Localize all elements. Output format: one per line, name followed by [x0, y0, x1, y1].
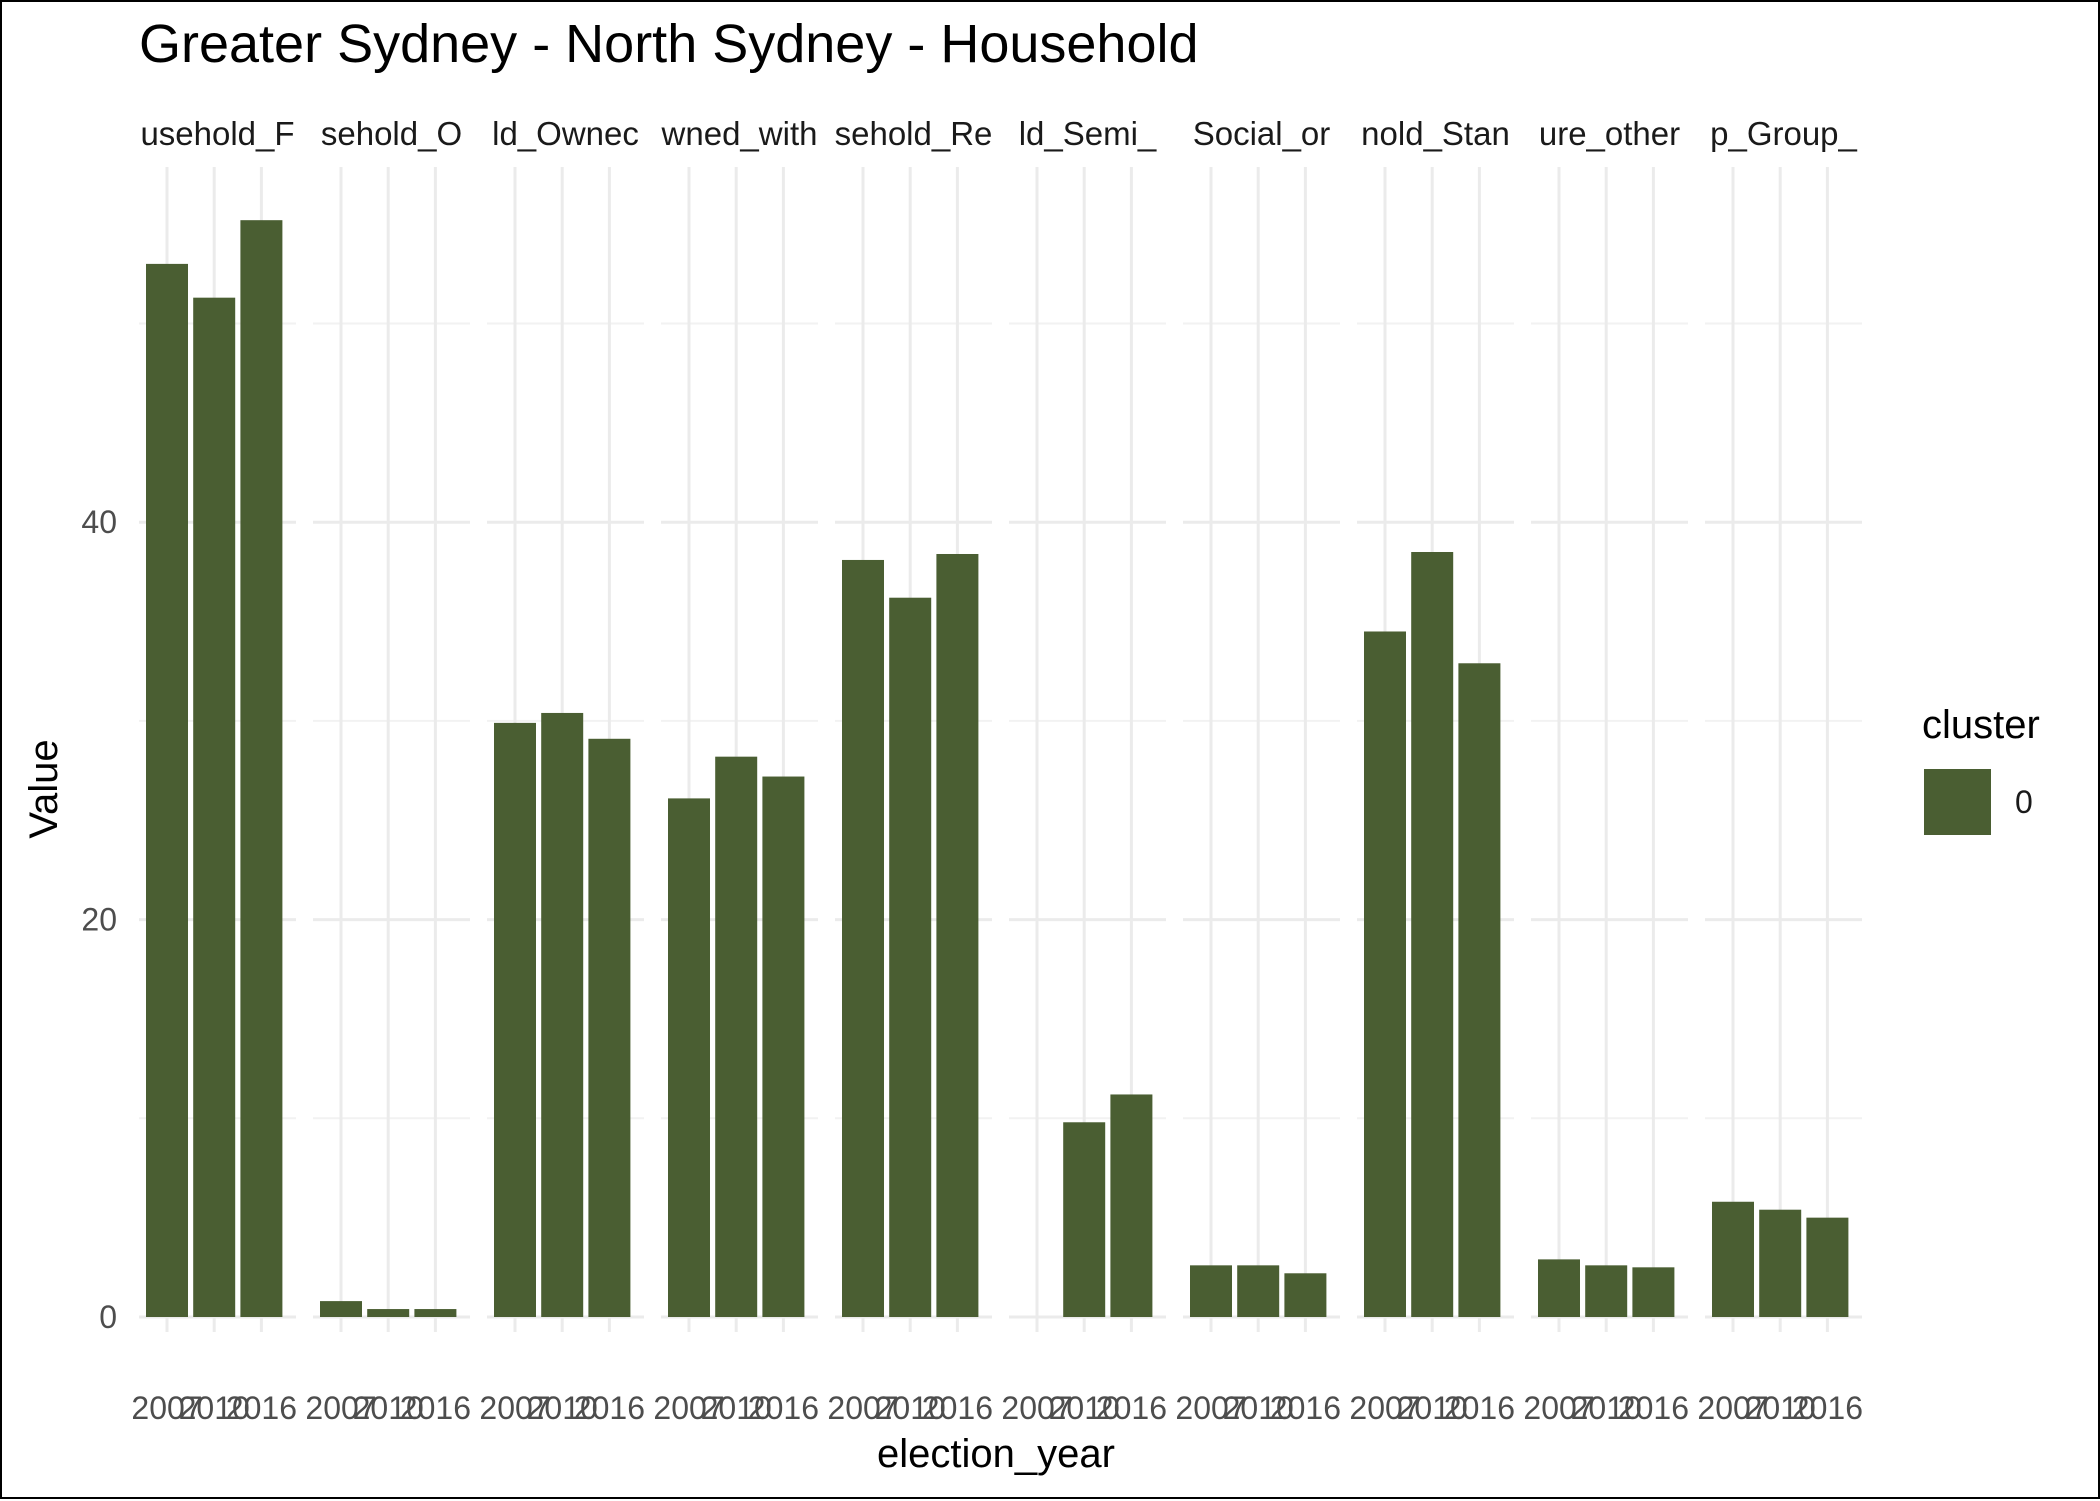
bar: [842, 559, 884, 1317]
bars: [146, 220, 1849, 1317]
facet-strip-label: Social_or: [1193, 115, 1331, 152]
x-tick-label: 2010: [179, 1390, 250, 1426]
x-tick-label: 2016: [1444, 1390, 1515, 1426]
bar: [240, 220, 283, 1317]
facet-panel: [1183, 167, 1340, 1332]
x-tick-label: 2010: [1571, 1390, 1642, 1426]
legend-label: 0: [2015, 784, 2033, 820]
bar: [320, 1301, 362, 1317]
bar: [1759, 1209, 1802, 1317]
x-tick-label: 2007: [1523, 1390, 1594, 1426]
chart-title: Greater Sydney - North Sydney - Househol…: [139, 14, 1199, 74]
x-tick-label: 2007: [1175, 1390, 1246, 1426]
legend-swatch: [1924, 769, 1991, 835]
bar: [1712, 1201, 1754, 1317]
labels: Greater Sydney - North Sydney - Househol…: [22, 14, 2040, 1476]
x-tick-label: 2016: [1792, 1390, 1863, 1426]
x-tick-label: 2007: [1001, 1390, 1072, 1426]
facet-strip-label: usehold_F: [140, 115, 294, 152]
bar: [588, 738, 631, 1317]
bar: [1063, 1122, 1106, 1317]
bar: [715, 756, 758, 1317]
x-tick-label: 2007: [1697, 1390, 1768, 1426]
facet-strip-label: ld_Ownec: [492, 115, 639, 152]
facet-strip-label: sehold_Re: [835, 115, 993, 152]
bar: [1411, 552, 1454, 1317]
bar: [1806, 1217, 1849, 1317]
facet-panel: [313, 167, 470, 1332]
facet-panel: [1531, 167, 1688, 1332]
x-tick-label: 2007: [479, 1390, 550, 1426]
bar: [762, 776, 805, 1317]
bar: [1237, 1265, 1280, 1317]
bar: [1190, 1265, 1232, 1317]
bar: [889, 597, 932, 1317]
bar: [494, 722, 536, 1317]
bar: [146, 263, 188, 1317]
x-tick-label: 2010: [1745, 1390, 1816, 1426]
facet-strip-label: p_Group_: [1710, 115, 1857, 152]
bar: [1458, 663, 1501, 1317]
gridlines: [139, 167, 1862, 1332]
bar: [541, 712, 584, 1317]
bar: [1632, 1267, 1675, 1317]
x-tick-label: 2010: [875, 1390, 946, 1426]
x-tick-label: 2016: [922, 1390, 993, 1426]
bar: [1538, 1259, 1580, 1317]
x-tick-label: 2007: [653, 1390, 724, 1426]
x-tick-label: 2016: [748, 1390, 819, 1426]
y-tick-label: 20: [81, 902, 117, 938]
bar: [414, 1309, 457, 1317]
bar: [193, 297, 236, 1317]
y-tick-label: 0: [99, 1299, 117, 1335]
legend-title: cluster: [1922, 703, 2040, 747]
x-tick-label: 2016: [1618, 1390, 1689, 1426]
x-tick-label: 2007: [131, 1390, 202, 1426]
x-tick-label: 2016: [1096, 1390, 1167, 1426]
x-tick-label: 2010: [701, 1390, 772, 1426]
x-tick-label: 2007: [827, 1390, 898, 1426]
x-tick-label: 2007: [305, 1390, 376, 1426]
bar: [1585, 1265, 1628, 1317]
bar: [668, 798, 710, 1317]
x-tick-label: 2016: [400, 1390, 471, 1426]
bar: [367, 1309, 410, 1317]
x-axis-title: election_year: [877, 1432, 1115, 1476]
x-tick-label: 2016: [226, 1390, 297, 1426]
facet-panel: [1705, 167, 1862, 1332]
bar: [1364, 631, 1406, 1317]
bar: [1110, 1094, 1153, 1317]
y-axis-title: Value: [22, 739, 66, 838]
x-tick-label: 2007: [1349, 1390, 1420, 1426]
facet-strip-label: ld_Semi_: [1019, 115, 1157, 152]
x-tick-label: 2010: [1049, 1390, 1120, 1426]
bar: [1284, 1273, 1327, 1317]
x-tick-label: 2010: [527, 1390, 598, 1426]
x-tick-label: 2010: [1397, 1390, 1468, 1426]
x-tick-label: 2016: [574, 1390, 645, 1426]
bar: [936, 553, 979, 1317]
facet-strip-label: nold_Stan: [1361, 115, 1510, 152]
x-tick-label: 2010: [1223, 1390, 1294, 1426]
y-tick-label: 40: [81, 504, 117, 540]
facet-strip-label: sehold_O: [321, 115, 462, 152]
x-tick-label: 2016: [1270, 1390, 1341, 1426]
x-tick-label: 2010: [353, 1390, 424, 1426]
facet-strip-label: wned_with: [661, 115, 818, 152]
facet-strip-label: ure_other: [1539, 115, 1680, 152]
